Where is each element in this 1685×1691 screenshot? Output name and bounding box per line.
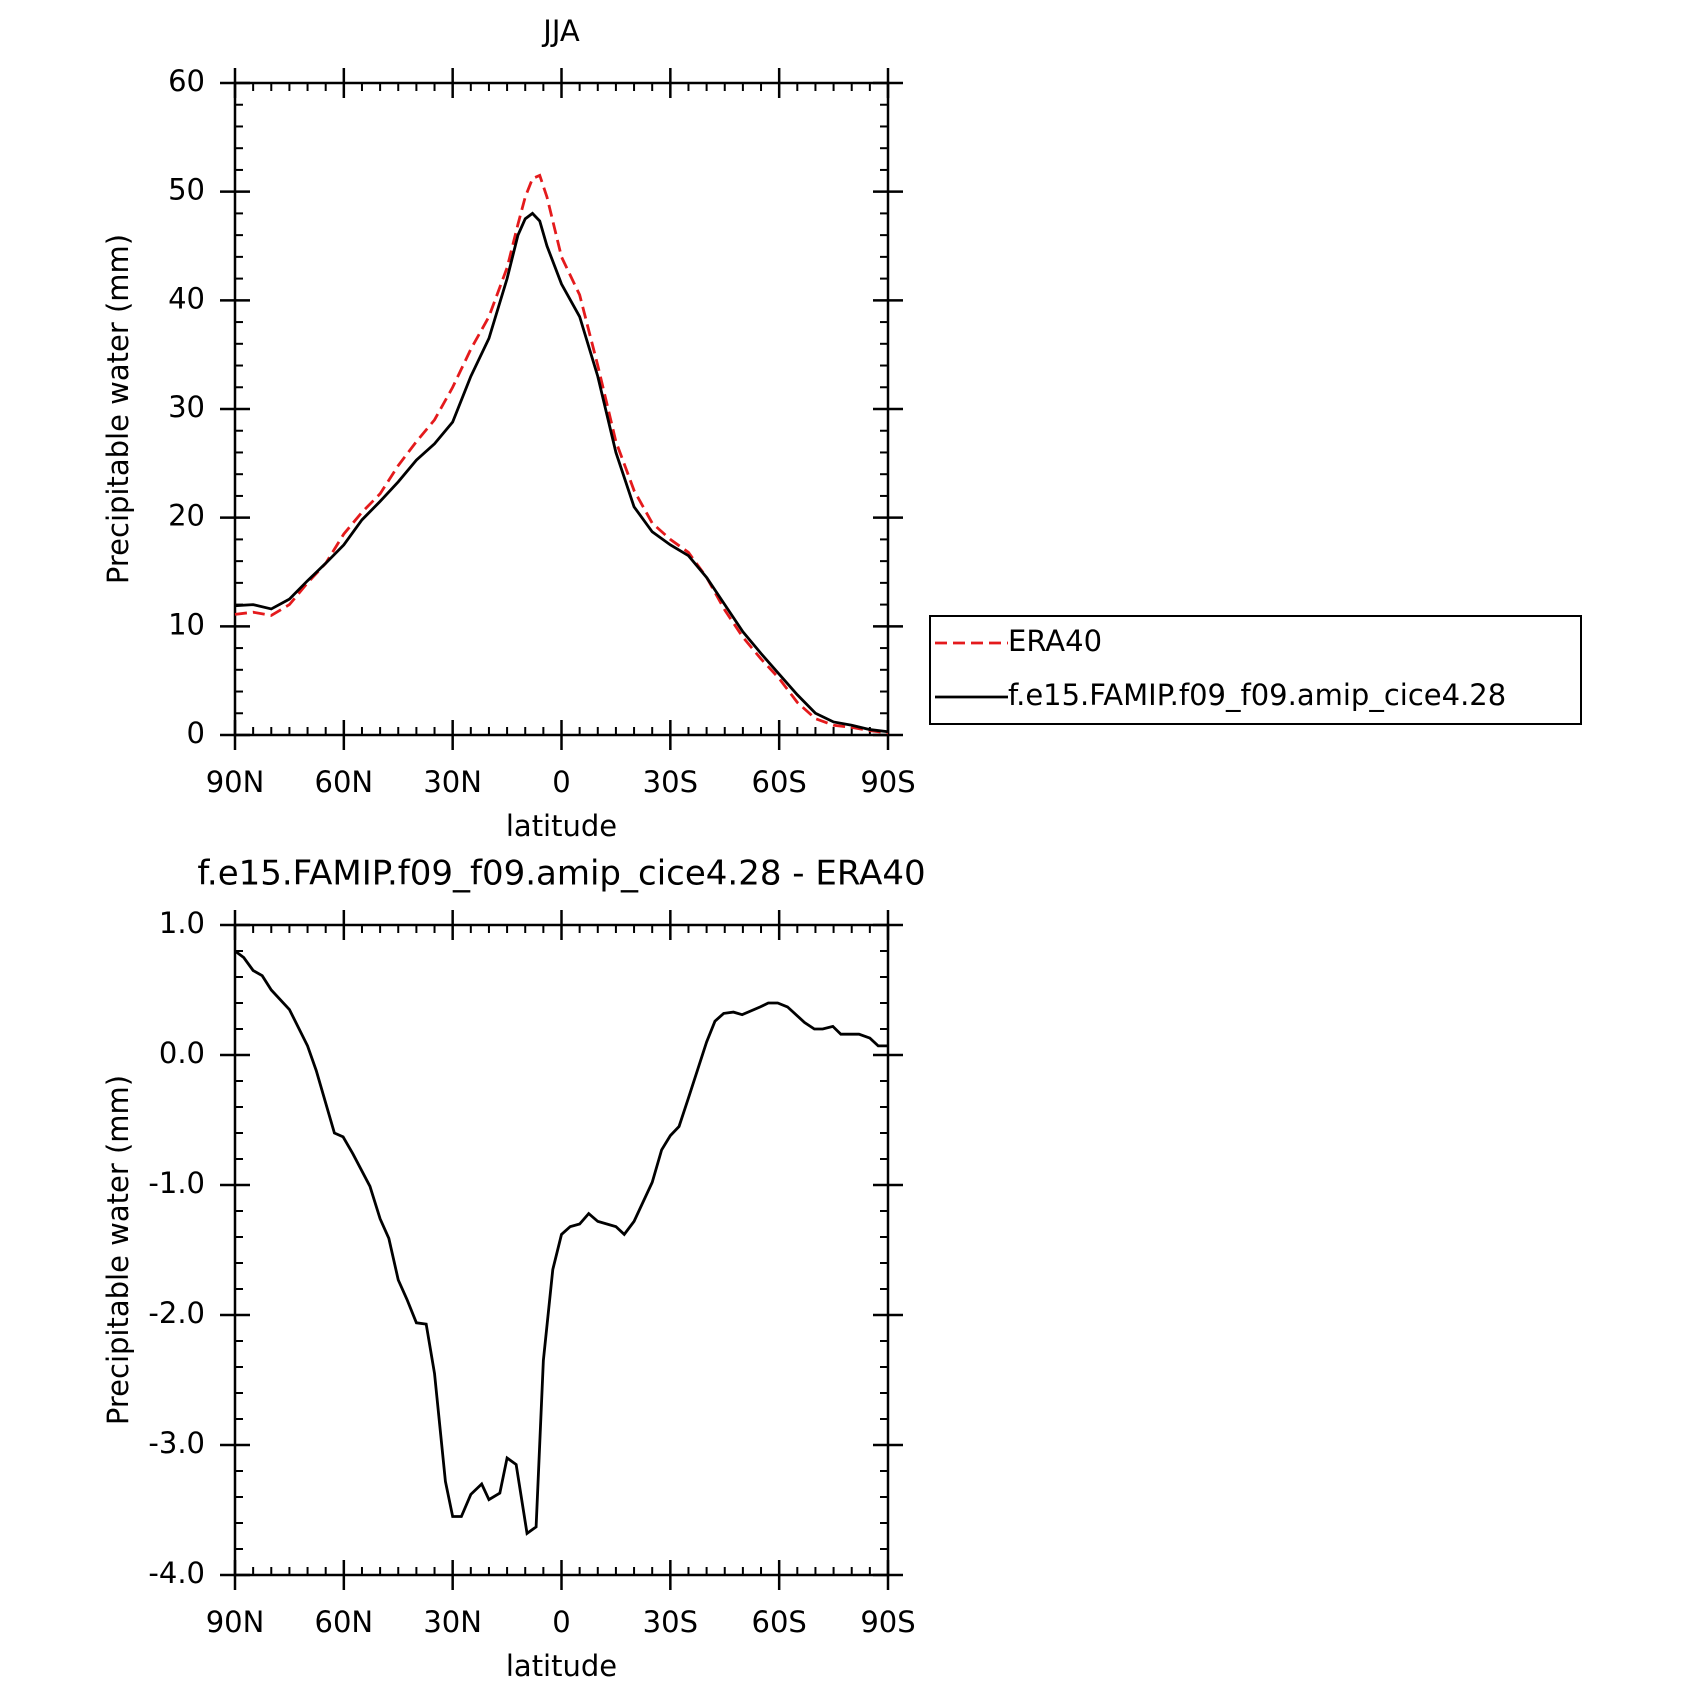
x-tick-label: 30N — [423, 1605, 482, 1639]
y-axis-label: Precipitable water (mm) — [101, 1075, 135, 1425]
y-tick-label: -4.0 — [148, 1556, 205, 1590]
data-line — [234, 949, 888, 1536]
x-tick-label: 60S — [752, 765, 807, 799]
y-axis-label: Precipitable water (mm) — [101, 234, 135, 584]
y-tick-label: 60 — [168, 64, 205, 98]
x-tick-label: 30S — [643, 1605, 698, 1639]
y-tick-label: 0.0 — [159, 1036, 205, 1070]
x-tick-label: 60S — [752, 1605, 807, 1639]
x-tick-label: 60N — [315, 765, 374, 799]
y-tick-label: 0 — [187, 716, 205, 750]
data-line — [234, 211, 889, 734]
y-tick-label: -3.0 — [148, 1426, 205, 1460]
y-tick-label: 1.0 — [159, 906, 205, 940]
y-tick-label: 20 — [168, 499, 205, 533]
x-tick-label: 30N — [423, 765, 482, 799]
y-tick-label: 30 — [168, 390, 205, 424]
x-axis-label: latitude — [506, 1649, 617, 1683]
data-line — [234, 173, 889, 735]
x-tick-label: 90S — [860, 1605, 915, 1639]
plot-frame — [233, 923, 890, 1577]
x-tick-label: 0 — [552, 765, 570, 799]
y-tick-label: 40 — [168, 281, 205, 315]
chart-title: JJA — [541, 14, 580, 48]
legend-label: f.e15.FAMIP.f09_f09.amip_cice4.28 — [1008, 678, 1506, 712]
y-tick-label: -2.0 — [148, 1296, 205, 1330]
plot-frame — [233, 81, 890, 737]
y-tick-label: 50 — [168, 173, 205, 207]
legend-label: ERA40 — [1008, 624, 1102, 658]
chart-title: f.e15.FAMIP.f09_f09.amip_cice4.28 - ERA4… — [197, 854, 925, 894]
x-axis-label: latitude — [506, 809, 617, 843]
x-tick-label: 90N — [206, 1605, 265, 1639]
y-tick-label: 10 — [168, 607, 205, 641]
x-tick-label: 90N — [206, 765, 265, 799]
y-tick-label: -1.0 — [148, 1166, 205, 1200]
x-tick-label: 90S — [860, 765, 915, 799]
x-tick-label: 60N — [315, 1605, 374, 1639]
legend-box — [929, 615, 1582, 725]
x-tick-label: 0 — [552, 1605, 570, 1639]
x-tick-label: 30S — [643, 765, 698, 799]
